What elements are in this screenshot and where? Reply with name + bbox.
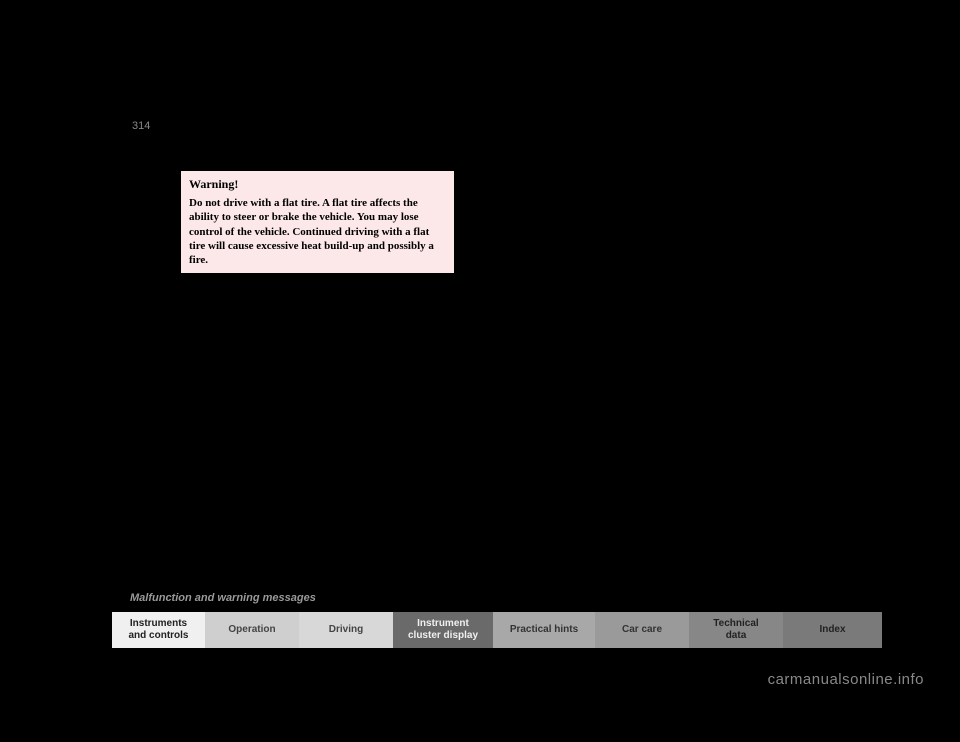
nav-label: Driving — [329, 624, 363, 636]
warning-text: Do not drive with a flat tire. A flat ti… — [189, 196, 446, 267]
nav-instruments-controls[interactable]: Instrumentsand controls — [112, 612, 205, 648]
nav-label: Operation — [228, 624, 275, 636]
nav-label: Technicaldata — [713, 618, 758, 642]
warning-title: Warning! — [189, 177, 446, 192]
page-number: 314 — [132, 120, 150, 132]
nav-operation[interactable]: Operation — [205, 612, 299, 648]
warning-box: Warning! Do not drive with a flat tire. … — [180, 170, 455, 274]
watermark: carmanualsonline.info — [768, 671, 924, 688]
nav-bar: Instrumentsand controls Operation Drivin… — [112, 612, 882, 648]
nav-label: Practical hints — [510, 624, 578, 636]
nav-label: Instrumentsand controls — [128, 618, 188, 642]
nav-practical-hints[interactable]: Practical hints — [493, 612, 595, 648]
nav-driving[interactable]: Driving — [299, 612, 393, 648]
page: 314 Warning! Do not drive with a flat ti… — [0, 0, 960, 742]
nav-technical-data[interactable]: Technicaldata — [689, 612, 783, 648]
nav-index[interactable]: Index — [783, 612, 882, 648]
section-label: Malfunction and warning messages — [130, 592, 316, 604]
nav-instrument-cluster-display[interactable]: Instrumentcluster display — [393, 612, 493, 648]
nav-label: Index — [819, 624, 845, 636]
nav-car-care[interactable]: Car care — [595, 612, 689, 648]
nav-label: Instrumentcluster display — [408, 618, 478, 642]
nav-label: Car care — [622, 624, 662, 636]
